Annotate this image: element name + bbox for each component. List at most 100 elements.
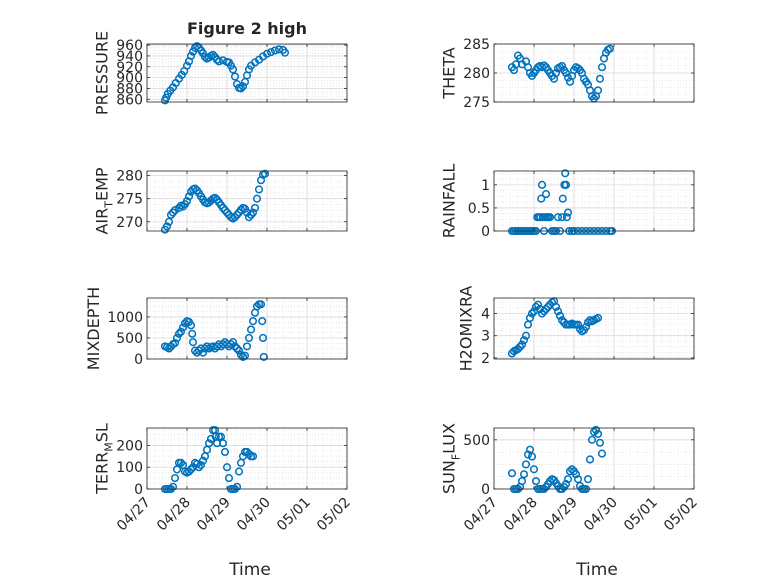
y-tick-label: 0 [481,482,490,498]
data-point [537,194,546,203]
data-point [595,74,605,83]
data-point [521,331,531,340]
data-point [182,61,192,70]
data-point [208,50,218,59]
plot-area [494,171,694,231]
subplot-rainfall: 0 0.5 1 RAINFALL [440,164,695,240]
plot-area [494,298,694,359]
data-point [164,217,174,226]
y-tick-label: 280 [116,169,143,185]
data-point [172,333,182,343]
data-point [162,93,171,102]
y-tick-label: 0.5 [468,201,490,217]
data-point [537,309,547,318]
series-air_temp [160,169,270,234]
data-point [184,192,194,201]
data-point [533,300,543,309]
data-point [192,42,202,51]
axes-box [146,427,348,490]
data-point [254,185,264,194]
data-point [194,463,204,472]
data-point [541,305,551,314]
data-point [220,206,230,215]
data-point [248,317,258,326]
data-point [164,344,174,353]
data-point [210,193,220,202]
data-point [270,46,280,55]
data-point [184,467,194,476]
data-point [178,202,188,211]
data-point [186,321,196,330]
data-point [234,346,244,355]
data-point [246,210,256,219]
grid [146,428,348,490]
data-point [230,72,240,81]
data-point [587,92,597,101]
data-point [519,336,529,345]
data-point [573,475,583,484]
data-point [198,456,208,465]
data-point [162,222,172,231]
y-tick-label: 900 [116,71,143,87]
y-axis-label: RAINFALL [440,164,459,239]
data-point [593,429,603,438]
data-point [226,340,236,349]
data-point [545,213,555,222]
x-axis-label: Time [575,560,618,580]
data-point [232,344,242,353]
y-tick-label: 500 [463,433,490,449]
data-point [541,190,551,199]
x-tick-label: 04/29 [194,495,234,535]
x-tick-label: 05/02 [314,495,354,535]
y-tick-label: 1 [481,178,490,194]
y-axis-label: TERRMSL [93,423,116,495]
y-axis-label: H2OMIXRA [457,286,476,372]
y-tick-label: 200 [116,438,143,454]
data-point [513,344,523,354]
y-axis-label: SUNFLUX [440,423,463,494]
data-point [573,64,583,73]
data-point [186,465,196,474]
x-tick-label: 04/30 [581,495,621,535]
data-point [168,482,178,491]
data-point [242,447,252,457]
y-tick-label: 920 [116,60,143,76]
data-point [539,61,549,70]
data-point [531,477,541,486]
data-point [244,450,254,459]
data-point [242,342,252,351]
data-point [248,452,258,461]
data-point [176,458,186,467]
data-point [260,169,270,178]
data-point [527,452,537,461]
y-tick-label: 880 [116,81,143,97]
series-pressure [160,42,290,105]
axes-box [493,170,695,232]
y-tick-label: 275 [116,192,143,208]
data-point [258,317,267,326]
data-point [597,449,607,458]
data-point [206,434,216,443]
y-tick-label: 270 [116,215,143,231]
data-point [256,300,266,309]
data-point [515,342,525,351]
data-point [563,475,573,484]
data-point [567,465,577,474]
y-tick-label: 285 [463,37,490,53]
data-point [238,82,248,91]
data-point [543,302,553,311]
x-tick-label: 04/30 [234,495,274,535]
x-axis-label: Time [228,560,271,580]
data-point [562,213,571,222]
data-point [561,480,571,489]
data-point [517,340,527,349]
y-tick-label: 0 [481,224,490,240]
data-point [274,45,284,54]
data-point [204,439,214,448]
data-point [561,169,570,178]
data-point [517,477,527,486]
data-point [593,313,603,323]
